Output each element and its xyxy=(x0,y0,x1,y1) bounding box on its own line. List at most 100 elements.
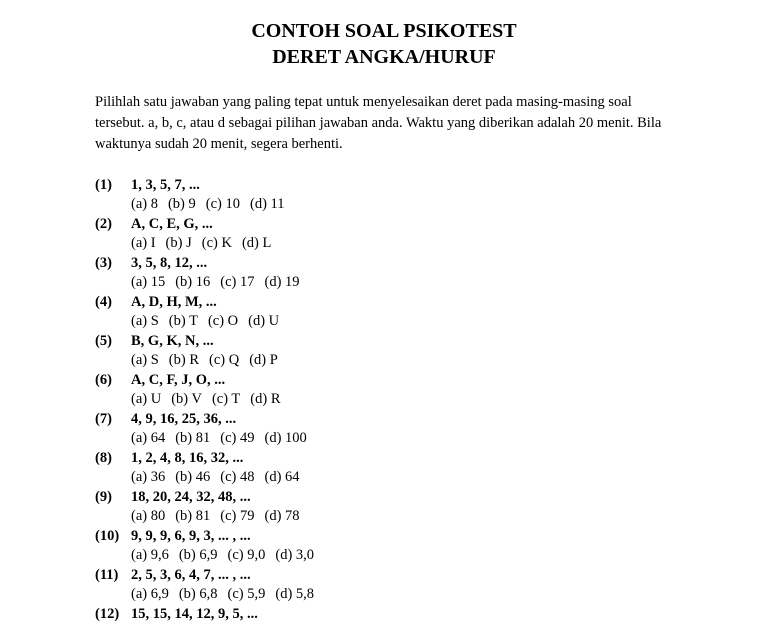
option: (b) 6,8 xyxy=(179,586,218,602)
question-pattern: A, D, H, M, ... xyxy=(131,294,217,311)
question-number: (7) xyxy=(95,411,131,428)
option: (c) 49 xyxy=(220,430,254,446)
option: (b) J xyxy=(166,235,192,251)
option: (b) 46 xyxy=(175,469,210,485)
question-line: (7)4, 9, 16, 25, 36, ... xyxy=(95,411,673,428)
option: (a) 36 xyxy=(131,469,165,485)
option: (c) 79 xyxy=(220,508,254,524)
option: (d) 100 xyxy=(264,430,306,446)
question-number: (12) xyxy=(95,606,131,623)
option: (b) R xyxy=(169,352,199,368)
option: (b) V xyxy=(171,391,202,407)
question-options: (a) I (b) J (c) K (d) L xyxy=(95,235,673,252)
question-item: (2)A, C, E, G, ... (a) I (b) J (c) K (d) L xyxy=(95,216,673,252)
question-item: (12)15, 15, 14, 12, 9, 5, ... xyxy=(95,606,673,623)
question-number: (11) xyxy=(95,567,131,584)
option: (b) 9 xyxy=(168,196,196,212)
option: (b) 81 xyxy=(175,508,210,524)
question-item: (8)1, 2, 4, 8, 16, 32, ... (a) 36 (b) 46 (c… xyxy=(95,450,673,486)
question-pattern: 15, 15, 14, 12, 9, 5, ... xyxy=(131,606,258,623)
question-item: (10)9, 9, 9, 6, 9, 3, ... , ... (a) 9,6(b… xyxy=(95,528,673,564)
question-number: (2) xyxy=(95,216,131,233)
question-line: (3)3, 5, 8, 12, ... xyxy=(95,255,673,272)
question-pattern: 9, 9, 9, 6, 9, 3, ... , ... xyxy=(131,528,251,545)
question-line: (5)B, G, K, N, ... xyxy=(95,333,673,350)
option: (d) 5,8 xyxy=(275,586,314,602)
question-number: (9) xyxy=(95,489,131,506)
option: (d) 78 xyxy=(264,508,299,524)
question-line: (9)18, 20, 24, 32, 48, ... xyxy=(95,489,673,506)
question-line: (8)1, 2, 4, 8, 16, 32, ... xyxy=(95,450,673,467)
question-item: (1)1, 3, 5, 7, ... (a) 8 (b) 9 (c) 10 (d) 11 xyxy=(95,177,673,213)
option: (a) 8 xyxy=(131,196,158,212)
option: (a) U xyxy=(131,391,161,407)
question-options: (a) 8 (b) 9 (c) 10 (d) 11 xyxy=(95,196,673,213)
document-title: CONTOH SOAL PSIKOTEST DERET ANGKA/HURUF xyxy=(95,18,673,70)
question-number: (3) xyxy=(95,255,131,272)
question-pattern: A, C, F, J, O, ... xyxy=(131,372,225,389)
question-pattern: 1, 3, 5, 7, ... xyxy=(131,177,200,194)
option: (d) 19 xyxy=(264,274,299,290)
option: (c) 17 xyxy=(220,274,254,290)
instructions-paragraph: Pilihlah satu jawaban yang paling tepat … xyxy=(95,92,673,155)
question-line: (2)A, C, E, G, ... xyxy=(95,216,673,233)
option: (c) T xyxy=(212,391,240,407)
question-options: (a) 9,6(b) 6,9(c) 9,0(d) 3,0 xyxy=(95,547,673,564)
question-number: (1) xyxy=(95,177,131,194)
question-line: (10)9, 9, 9, 6, 9, 3, ... , ... xyxy=(95,528,673,545)
option: (c) 48 xyxy=(220,469,254,485)
question-options: (a) S (b) T (c) O (d) U xyxy=(95,313,673,330)
option: (d) U xyxy=(248,313,279,329)
option: (c) K xyxy=(202,235,232,251)
question-line: (11)2, 5, 3, 6, 4, 7, ... , ... xyxy=(95,567,673,584)
option: (a) 80 xyxy=(131,508,165,524)
option: (a) 64 xyxy=(131,430,165,446)
option: (d) 11 xyxy=(250,196,285,212)
question-item: (7)4, 9, 16, 25, 36, ... (a) 64 (b) 81 (c) … xyxy=(95,411,673,447)
question-line: (12)15, 15, 14, 12, 9, 5, ... xyxy=(95,606,673,623)
question-item: (6)A, C, F, J, O, ... (a) U (b) V (c) T (d) … xyxy=(95,372,673,408)
option: (b) 16 xyxy=(175,274,210,290)
title-line-2: DERET ANGKA/HURUF xyxy=(95,44,673,70)
question-number: (10) xyxy=(95,528,131,545)
question-options: (a) S(b) R(c) Q(d) P xyxy=(95,352,673,369)
question-options: (a) 64 (b) 81 (c) 49 (d) 100 xyxy=(95,430,673,447)
question-pattern: 3, 5, 8, 12, ... xyxy=(131,255,207,272)
question-options: (a) 6,9(b) 6,8(c) 5,9(d) 5,8 xyxy=(95,586,673,603)
question-pattern: B, G, K, N, ... xyxy=(131,333,214,350)
question-options: (a) U (b) V (c) T (d) R xyxy=(95,391,673,408)
question-number: (8) xyxy=(95,450,131,467)
question-line: (6)A, C, F, J, O, ... xyxy=(95,372,673,389)
option: (c) Q xyxy=(209,352,239,368)
option: (c) 10 xyxy=(206,196,240,212)
option: (b) 81 xyxy=(175,430,210,446)
option: (d) 64 xyxy=(264,469,299,485)
title-line-1: CONTOH SOAL PSIKOTEST xyxy=(95,18,673,44)
option: (c) 5,9 xyxy=(228,586,266,602)
question-pattern: 1, 2, 4, 8, 16, 32, ... xyxy=(131,450,243,467)
question-number: (4) xyxy=(95,294,131,311)
option: (a) 15 xyxy=(131,274,165,290)
question-number: (6) xyxy=(95,372,131,389)
option: (a) I xyxy=(131,235,156,251)
option: (d) R xyxy=(250,391,280,407)
option: (c) O xyxy=(208,313,238,329)
question-options: (a) 80 (b) 81 (c) 79 (d) 78 xyxy=(95,508,673,525)
option: (a) S xyxy=(131,352,159,368)
questions-list: (1)1, 3, 5, 7, ... (a) 8 (b) 9 (c) 10 (d) 11… xyxy=(95,177,673,623)
option: (b) T xyxy=(169,313,198,329)
question-line: (1)1, 3, 5, 7, ... xyxy=(95,177,673,194)
question-item: (11)2, 5, 3, 6, 4, 7, ... , ...(a) 6,9(b… xyxy=(95,567,673,603)
option: (a) S xyxy=(131,313,159,329)
question-pattern: 4, 9, 16, 25, 36, ... xyxy=(131,411,236,428)
option: (a) 9,6 xyxy=(131,547,169,563)
question-line: (4)A, D, H, M, ... xyxy=(95,294,673,311)
question-number: (5) xyxy=(95,333,131,350)
question-pattern: 2, 5, 3, 6, 4, 7, ... , ... xyxy=(131,567,251,584)
option: (d) L xyxy=(242,235,271,251)
question-item: (3)3, 5, 8, 12, ... (a) 15 (b) 16 (c) 17 (d)… xyxy=(95,255,673,291)
question-options: (a) 15 (b) 16 (c) 17 (d) 19 xyxy=(95,274,673,291)
question-item: (4)A, D, H, M, ... (a) S (b) T (c) O (d) U xyxy=(95,294,673,330)
option: (c) 9,0 xyxy=(228,547,266,563)
question-pattern: 18, 20, 24, 32, 48, ... xyxy=(131,489,251,506)
